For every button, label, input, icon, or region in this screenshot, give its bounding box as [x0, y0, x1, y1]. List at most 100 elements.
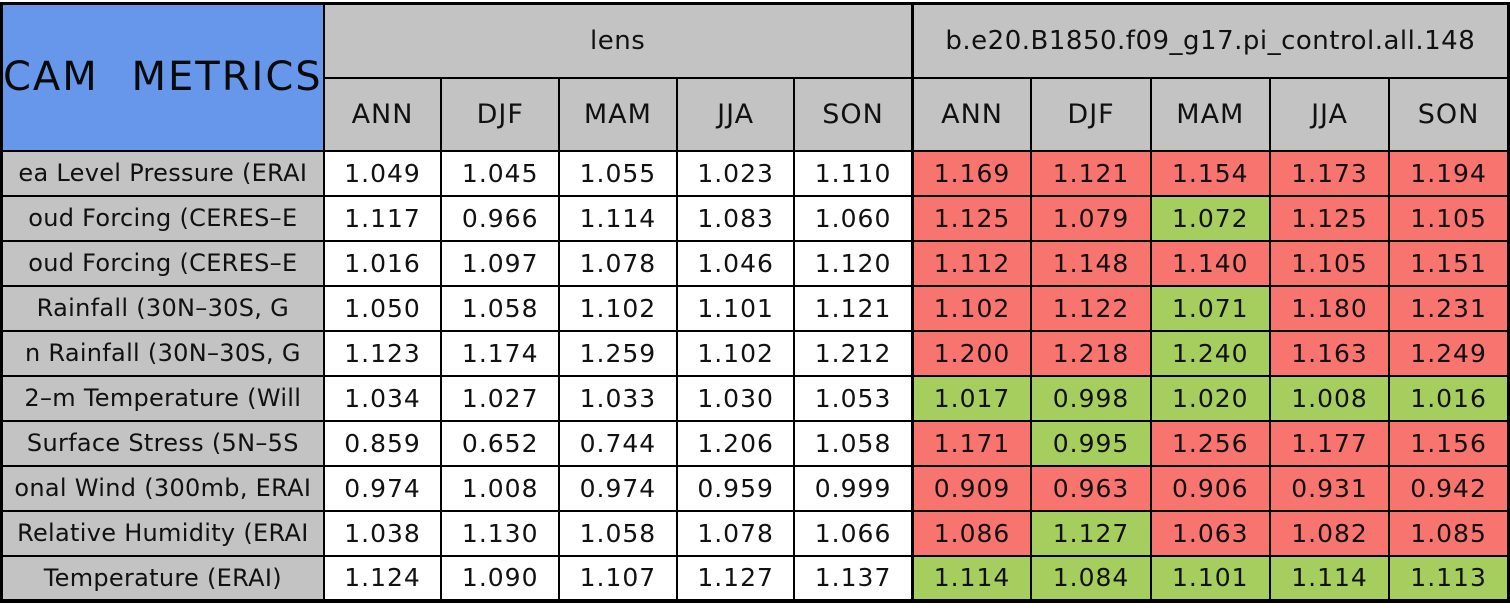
lens-value-cell: 0.859 — [322, 419, 443, 467]
lens-value-cell: 1.033 — [558, 374, 678, 422]
metric-row: 2–m Temperature (Will 1.034 1.027 1.033 1.03… — [0, 374, 1510, 422]
lens-value-cell: 1.049 — [322, 149, 443, 197]
lens-value-cell: 0.974 — [558, 464, 678, 512]
row-label: oud Forcing (CERES–E — [0, 194, 325, 242]
table-title: CAM METRICS — [3, 54, 323, 101]
control-value-cell: 1.231 — [1388, 284, 1510, 332]
season-header-son: SON — [793, 76, 914, 152]
control-value-cell: 1.112 — [910, 239, 1033, 287]
season-header-mam: MAM — [558, 76, 678, 152]
lens-value-cell: 0.652 — [440, 419, 561, 467]
row-label-text: Surface Stress (5N–5S — [26, 429, 299, 457]
row-label: Temperature (ERAI) — [0, 554, 325, 602]
control-value-cell: 1.016 — [1388, 374, 1510, 422]
lens-value-cell: 1.027 — [440, 374, 561, 422]
lens-value-cell: 1.034 — [322, 374, 443, 422]
metric-row: Relative Humidity (ERAI 1.038 1.130 1.058 1.… — [0, 509, 1510, 557]
row-label: onal Wind (300mb, ERAI — [0, 464, 325, 512]
lens-value-cell: 0.744 — [558, 419, 678, 467]
control-value-cell: 0.906 — [1149, 464, 1271, 512]
control-value-cell: 1.122 — [1030, 284, 1152, 332]
lens-value-cell: 0.974 — [322, 464, 443, 512]
group-header-control: b.e20.B1850.f09_g17.pi_control.all.148 — [910, 2, 1510, 79]
season-header-row: ANN DJF MAM JJA SON ANN DJF MAM JJA SON — [2, 76, 1510, 152]
lens-value-cell: 1.124 — [322, 554, 443, 602]
row-label: Rainfall (30N–30S, G — [0, 284, 325, 332]
control-value-cell: 1.086 — [910, 509, 1033, 557]
lens-value-cell: 1.066 — [793, 509, 914, 557]
control-value-cell: 1.154 — [1149, 149, 1271, 197]
control-value-cell: 1.063 — [1149, 509, 1271, 557]
row-label: ea Level Pressure (ERAI — [0, 149, 325, 197]
control-value-cell: 1.085 — [1388, 509, 1510, 557]
control-value-cell: 1.151 — [1388, 239, 1510, 287]
lens-value-cell: 1.137 — [793, 554, 914, 602]
lens-value-cell: 1.117 — [322, 194, 443, 242]
control-value-cell: 1.121 — [1030, 149, 1152, 197]
control-value-cell: 1.020 — [1149, 374, 1271, 422]
control-value-cell: 1.079 — [1030, 194, 1152, 242]
lens-value-cell: 1.110 — [793, 149, 914, 197]
control-value-cell: 1.102 — [910, 284, 1033, 332]
lens-value-cell: 1.090 — [440, 554, 561, 602]
control-value-cell: 1.240 — [1149, 329, 1271, 377]
lens-value-cell: 1.016 — [322, 239, 443, 287]
metric-row: Rainfall (30N–30S, G 1.050 1.058 1.102 1.101… — [0, 284, 1510, 332]
lens-value-cell: 1.130 — [440, 509, 561, 557]
lens-value-cell: 1.038 — [322, 509, 443, 557]
group-header-row: CAM METRICS lens b.e20.B1850.f09_g17.pi_… — [0, 2, 1510, 152]
row-label-text: oud Forcing (CERES–E — [28, 249, 298, 277]
lens-value-cell: 1.121 — [793, 284, 914, 332]
row-label-text: ea Level Pressure (ERAI — [18, 159, 308, 187]
lens-value-cell: 1.058 — [558, 509, 678, 557]
row-label-text: oud Forcing (CERES–E — [28, 204, 298, 232]
row-label-text: Rainfall (30N–30S, G — [36, 294, 289, 322]
lens-value-cell: 1.206 — [675, 419, 796, 467]
control-value-cell: 1.017 — [910, 374, 1033, 422]
lens-value-cell: 1.078 — [675, 509, 796, 557]
control-value-cell: 1.177 — [1268, 419, 1391, 467]
row-label: Relative Humidity (ERAI — [0, 509, 325, 557]
season-header-djf: DJF — [1030, 76, 1152, 152]
control-value-cell: 1.163 — [1268, 329, 1391, 377]
row-label-text: Relative Humidity (ERAI — [17, 519, 309, 547]
lens-value-cell: 1.083 — [675, 194, 796, 242]
lens-value-cell: 1.055 — [558, 149, 678, 197]
season-header-son: SON — [1388, 76, 1510, 152]
control-value-cell: 0.909 — [910, 464, 1033, 512]
control-value-cell: 0.998 — [1030, 374, 1152, 422]
lens-value-cell: 1.058 — [440, 284, 561, 332]
control-value-cell: 1.105 — [1388, 194, 1510, 242]
control-value-cell: 1.084 — [1030, 554, 1152, 602]
control-value-cell: 0.995 — [1030, 419, 1152, 467]
control-value-cell: 1.218 — [1030, 329, 1152, 377]
metric-row: onal Wind (300mb, ERAI 0.974 1.008 0.974 0.9… — [0, 464, 1510, 512]
control-value-cell: 1.200 — [910, 329, 1033, 377]
table-title-cell: CAM METRICS — [0, 2, 325, 152]
lens-value-cell: 1.030 — [675, 374, 796, 422]
lens-value-cell: 1.050 — [322, 284, 443, 332]
control-value-cell: 1.148 — [1030, 239, 1152, 287]
lens-value-cell: 1.101 — [675, 284, 796, 332]
control-value-cell: 1.194 — [1388, 149, 1510, 197]
lens-value-cell: 0.999 — [793, 464, 914, 512]
season-header-jja: JJA — [1268, 76, 1391, 152]
control-value-cell: 1.249 — [1388, 329, 1510, 377]
control-value-cell: 0.963 — [1030, 464, 1152, 512]
row-label: oud Forcing (CERES–E — [0, 239, 325, 287]
metric-row: oud Forcing (CERES–E 1.117 0.966 1.114 1.083… — [0, 194, 1510, 242]
control-value-cell: 1.113 — [1388, 554, 1510, 602]
season-header-mam: MAM — [1149, 76, 1271, 152]
season-header-ann: ANN — [322, 76, 443, 152]
metric-row: n Rainfall (30N–30S, G 1.123 1.174 1.259 1.1… — [0, 329, 1510, 377]
control-value-cell: 1.171 — [910, 419, 1033, 467]
lens-value-cell: 1.120 — [793, 239, 914, 287]
lens-value-cell: 1.023 — [675, 149, 796, 197]
lens-value-cell: 1.107 — [558, 554, 678, 602]
row-label-text: 2–m Temperature (Will — [24, 384, 302, 412]
row-label: 2–m Temperature (Will — [0, 374, 325, 422]
control-value-cell: 1.125 — [910, 194, 1033, 242]
control-value-cell: 1.072 — [1149, 194, 1271, 242]
lens-value-cell: 1.060 — [793, 194, 914, 242]
control-value-cell: 1.169 — [910, 149, 1033, 197]
